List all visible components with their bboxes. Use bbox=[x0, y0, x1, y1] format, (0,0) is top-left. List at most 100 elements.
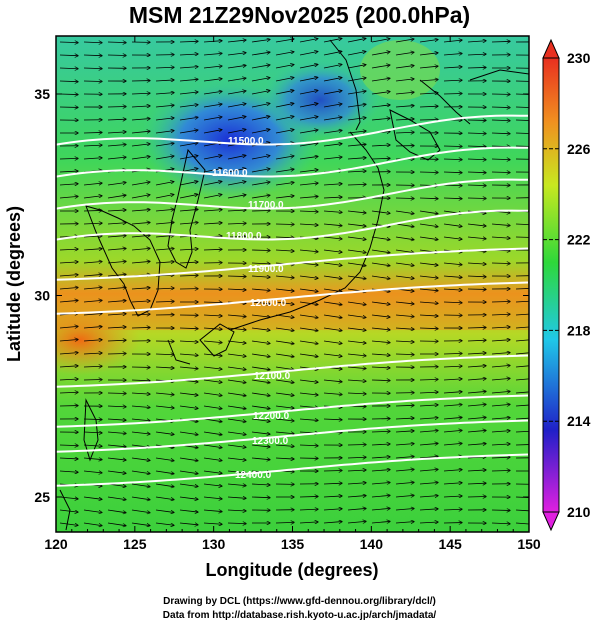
wind-vector bbox=[203, 341, 222, 343]
wind-vector bbox=[299, 52, 318, 56]
wind-vector bbox=[491, 146, 510, 147]
wind-vector bbox=[83, 419, 102, 420]
wind-vector bbox=[83, 132, 102, 133]
wind-vector bbox=[323, 249, 342, 252]
wind-vector bbox=[179, 496, 198, 499]
wind-vector bbox=[107, 236, 126, 237]
wind-vector bbox=[179, 92, 198, 95]
wind-vector bbox=[83, 68, 102, 69]
wind-vector bbox=[131, 261, 150, 263]
wind-vector bbox=[443, 263, 462, 265]
wind-vector bbox=[83, 262, 102, 263]
wind-vector bbox=[323, 419, 342, 420]
wind-vector bbox=[347, 158, 366, 159]
wind-vector bbox=[203, 79, 222, 82]
wind-vector bbox=[131, 483, 150, 487]
wind-vector bbox=[275, 327, 294, 331]
wind-vector bbox=[419, 315, 438, 316]
wind-vector bbox=[227, 497, 246, 498]
wind-vector bbox=[299, 379, 318, 382]
wind-vector bbox=[467, 172, 486, 173]
wind-vector bbox=[395, 302, 414, 304]
wind-vector bbox=[131, 314, 150, 315]
wind-vector bbox=[59, 42, 78, 43]
wind-vector bbox=[131, 419, 150, 421]
wind-vector bbox=[419, 236, 438, 240]
wind-vector bbox=[443, 379, 462, 380]
wind-vector bbox=[155, 118, 174, 121]
y-tick-label: 30 bbox=[34, 288, 50, 304]
wind-vector bbox=[251, 169, 270, 173]
wind-vector bbox=[107, 496, 126, 500]
wind-vector bbox=[179, 67, 198, 68]
wind-vector bbox=[515, 300, 529, 303]
wind-vector bbox=[299, 509, 318, 510]
wind-vector bbox=[323, 224, 342, 226]
wind-vector bbox=[227, 155, 246, 160]
wind-vector bbox=[251, 497, 270, 498]
wind-vector bbox=[179, 130, 198, 134]
wind-vector bbox=[179, 328, 198, 329]
wind-vector bbox=[371, 314, 390, 317]
wind-vector bbox=[251, 276, 270, 277]
wind-vector bbox=[83, 55, 102, 56]
wind-vector bbox=[251, 314, 270, 317]
wind-vector bbox=[371, 236, 390, 240]
wind-vector bbox=[179, 405, 198, 408]
wind-vector bbox=[203, 91, 222, 95]
colorbar-tick-label: 210 bbox=[567, 504, 591, 520]
wind-vector bbox=[491, 314, 510, 315]
wind-vector bbox=[179, 523, 198, 525]
wind-vector bbox=[251, 65, 270, 69]
wind-vector bbox=[179, 457, 198, 461]
wind-vector bbox=[299, 143, 318, 147]
wind-vector bbox=[323, 51, 342, 56]
wind-vector bbox=[347, 118, 366, 121]
wind-vector bbox=[83, 145, 102, 146]
coastlines bbox=[59, 39, 529, 531]
wind-vector bbox=[227, 289, 246, 290]
height-contour bbox=[56, 209, 529, 241]
wind-vector bbox=[107, 195, 126, 199]
wind-vector bbox=[83, 223, 102, 224]
wind-vector bbox=[443, 276, 462, 277]
wind-vector bbox=[275, 65, 294, 69]
wind-vector bbox=[299, 275, 318, 278]
colorbar-tick-label: 222 bbox=[567, 232, 591, 248]
wind-vector bbox=[467, 391, 486, 393]
wind-vector bbox=[347, 104, 366, 108]
wind-vector bbox=[443, 223, 462, 226]
wind-vector bbox=[299, 170, 318, 173]
wind-vector bbox=[131, 522, 150, 526]
wind-vector bbox=[275, 301, 294, 304]
x-axis-label: Longitude (degrees) bbox=[205, 560, 378, 580]
wind-vector bbox=[203, 195, 222, 199]
wind-vector bbox=[155, 209, 174, 211]
wind-vector bbox=[467, 263, 486, 264]
wind-vector bbox=[227, 523, 246, 524]
wind-vector bbox=[395, 52, 414, 56]
wind-vector bbox=[227, 418, 246, 422]
wind-vector bbox=[227, 366, 246, 370]
wind-vector bbox=[155, 483, 174, 487]
wind-vector bbox=[107, 445, 126, 447]
wind-vector bbox=[419, 456, 438, 458]
wind-vector bbox=[275, 418, 294, 421]
wind-vector bbox=[491, 523, 510, 524]
wind-vector bbox=[299, 224, 318, 225]
colorbar-tick-label: 214 bbox=[567, 413, 591, 429]
wind-vector bbox=[83, 249, 102, 250]
wind-vector bbox=[203, 523, 222, 524]
wind-vector bbox=[443, 159, 462, 160]
wind-vector bbox=[59, 158, 78, 159]
wind-vector bbox=[419, 302, 438, 303]
wind-vector bbox=[83, 196, 102, 199]
wind-vector bbox=[59, 471, 78, 472]
credit-data: Data from http://database.rish.kyoto-u.a… bbox=[162, 610, 437, 621]
wind-vector bbox=[323, 288, 342, 292]
wind-vector bbox=[323, 64, 342, 69]
wind-vector bbox=[395, 236, 414, 240]
wind-vector bbox=[419, 405, 438, 406]
wind-vector bbox=[491, 340, 510, 341]
